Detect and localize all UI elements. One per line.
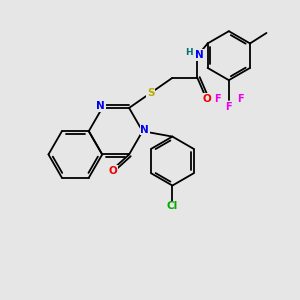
Text: F: F bbox=[226, 102, 232, 112]
Text: H: H bbox=[185, 48, 193, 57]
Text: F: F bbox=[214, 94, 221, 104]
Text: N: N bbox=[96, 101, 105, 111]
Text: S: S bbox=[147, 88, 154, 98]
Text: O: O bbox=[203, 94, 212, 104]
Text: O: O bbox=[108, 166, 117, 176]
Text: N: N bbox=[195, 50, 203, 60]
Text: N: N bbox=[140, 125, 149, 135]
Text: Cl: Cl bbox=[167, 202, 178, 212]
Text: F: F bbox=[237, 94, 244, 104]
